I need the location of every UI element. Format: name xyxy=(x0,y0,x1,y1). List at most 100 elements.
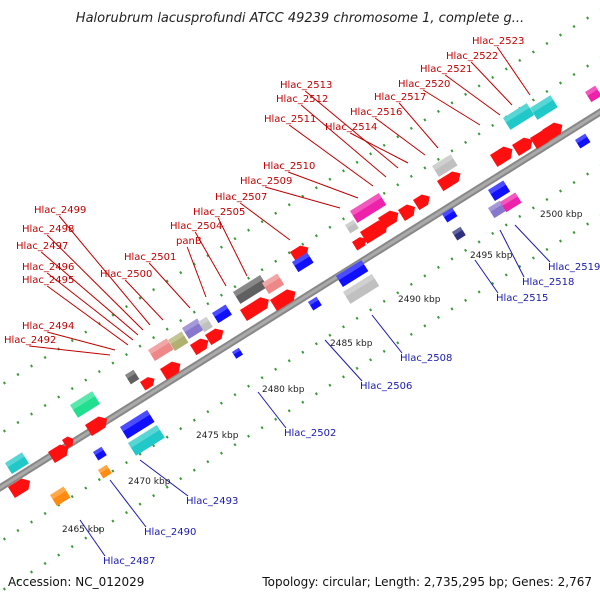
gene-label: Hlac_2513 xyxy=(280,80,332,91)
gene-block xyxy=(98,464,112,479)
leader-line xyxy=(239,202,291,241)
gene-label: Hlac_2496 xyxy=(22,262,74,273)
gene-arrow xyxy=(360,220,388,244)
gene-feature xyxy=(198,316,213,333)
gene-label: Hlac_2519 xyxy=(548,262,600,273)
gene-feature xyxy=(262,273,285,295)
leader-line xyxy=(148,262,191,309)
gene-feature xyxy=(500,192,522,213)
gene-feature xyxy=(488,180,511,202)
gene-feature xyxy=(350,192,387,223)
gene-label: Hlac_2507 xyxy=(215,192,267,203)
gene-label: Hlac_2514 xyxy=(325,122,377,133)
gene-block xyxy=(124,369,140,385)
gene-label: Hlac_2504 xyxy=(170,221,222,232)
gene-label: Hlac_2506 xyxy=(360,381,412,392)
gene-block xyxy=(452,226,466,241)
gene-block-shade xyxy=(452,226,463,236)
gene-feature xyxy=(128,424,165,456)
leader-line xyxy=(257,391,287,429)
gene-arrow xyxy=(205,328,224,346)
gene-block-shade xyxy=(432,154,454,171)
gene-label: panB xyxy=(176,236,202,247)
gene-block-shade xyxy=(442,207,455,218)
gene-block-shade xyxy=(350,192,382,216)
gene-block xyxy=(488,180,511,202)
leader-line xyxy=(422,89,481,126)
gene-feature xyxy=(360,220,388,244)
gene-feature xyxy=(343,273,380,304)
scale-tick-label: 2490 kbp xyxy=(398,295,441,305)
gene-arrow xyxy=(190,338,209,356)
scale-tick-label: 2470 kbp xyxy=(128,477,171,487)
leader-line xyxy=(474,259,499,294)
gene-block-shade xyxy=(212,304,229,317)
gene-block-shade xyxy=(168,331,185,345)
gene-arrow xyxy=(270,289,296,312)
gene-block-shade xyxy=(50,486,67,500)
leader-line xyxy=(300,104,387,178)
gene-feature xyxy=(530,95,558,120)
gene-label: Hlac_2523 xyxy=(472,36,524,47)
leader-line xyxy=(46,234,144,331)
gene-label: Hlac_2500 xyxy=(100,269,152,280)
gene-block-shade xyxy=(500,192,518,206)
gene-block xyxy=(168,331,189,352)
gene-label: Hlac_2494 xyxy=(22,321,74,332)
gene-feature xyxy=(585,85,600,103)
gene-block xyxy=(350,192,387,223)
gene-feature xyxy=(182,318,205,340)
gene-arrow xyxy=(378,210,399,230)
gene-block xyxy=(488,200,507,219)
gene-feature xyxy=(442,207,458,223)
accession-text: Accession: NC_012029 xyxy=(8,575,144,589)
gene-feature xyxy=(413,194,430,211)
gene-arrow xyxy=(437,171,461,192)
gene-block-shade xyxy=(343,273,375,297)
gene-feature xyxy=(8,478,31,499)
gene-label: Hlac_2510 xyxy=(263,161,315,172)
gene-label: Hlac_2509 xyxy=(240,176,292,187)
gene-label: Hlac_2520 xyxy=(398,79,450,90)
leader-line xyxy=(58,215,151,326)
leader-line xyxy=(470,61,513,106)
gene-feature xyxy=(240,297,269,322)
gene-block xyxy=(50,486,71,507)
leader-line xyxy=(109,479,147,528)
gene-block-shade xyxy=(308,296,319,306)
gene-label: Hlac_2502 xyxy=(284,428,336,439)
gene-label: Hlac_2505 xyxy=(193,207,245,218)
gene-block-shade xyxy=(233,275,263,297)
gene-feature xyxy=(542,122,563,142)
gene-feature xyxy=(488,200,507,219)
gene-block xyxy=(232,347,244,359)
gene-label: Hlac_2521 xyxy=(420,64,472,75)
map-title: Halorubrum lacusprofundi ATCC 49239 chro… xyxy=(76,11,524,26)
leader-line xyxy=(374,117,426,156)
scale-tick-label: 2480 kbp xyxy=(262,385,305,395)
gene-feature xyxy=(120,410,155,439)
gene-feature xyxy=(270,289,296,312)
gene-block xyxy=(70,391,100,418)
leader-line xyxy=(124,279,164,321)
gene-arrow xyxy=(542,122,563,142)
gene-arrow xyxy=(413,194,430,211)
gene-feature xyxy=(50,486,71,507)
gene-feature xyxy=(212,304,232,324)
gene-block-shade xyxy=(336,260,365,281)
gene-feature xyxy=(85,416,108,437)
gene-label: Hlac_2497 xyxy=(16,241,68,252)
gene-block-shade xyxy=(585,85,598,96)
gene-feature xyxy=(345,219,359,234)
gene-arrow xyxy=(140,377,155,391)
gene-feature xyxy=(308,296,322,311)
leader-line xyxy=(29,345,111,356)
gene-block xyxy=(336,260,369,288)
leader-line xyxy=(371,314,403,354)
leader-line xyxy=(304,90,399,169)
gene-feature xyxy=(432,154,458,178)
track-guide-line xyxy=(0,214,600,594)
gene-block xyxy=(585,85,600,103)
gene-block-shade xyxy=(124,369,136,379)
gene-block-shade xyxy=(488,180,506,195)
